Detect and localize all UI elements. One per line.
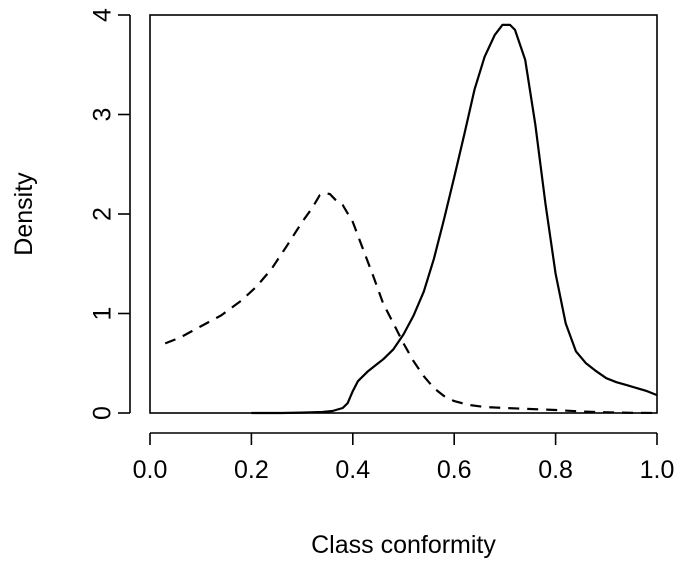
x-tick-label: 0.0 xyxy=(133,456,168,484)
x-tick-label: 1.0 xyxy=(640,456,675,484)
y-tick-label: 0 xyxy=(89,406,117,420)
y-tick-label: 3 xyxy=(89,108,117,122)
solid-density-line xyxy=(251,23,658,415)
series-layer xyxy=(164,23,658,415)
y-tick-label: 4 xyxy=(89,8,117,22)
plot-frame xyxy=(149,14,658,414)
y-tick-label: 2 xyxy=(89,207,117,221)
y-tick-label: 1 xyxy=(89,307,117,321)
x-axis-label: Class conformity xyxy=(311,531,496,559)
dashed-density-line xyxy=(164,192,658,415)
x-tick-label: 0.8 xyxy=(538,456,573,484)
y-axis: 0 1 2 3 4 xyxy=(89,8,131,420)
x-tick-label: 0.2 xyxy=(234,456,269,484)
x-tick-label: 0.4 xyxy=(335,456,370,484)
x-axis: 0.0 0.2 0.4 0.6 0.8 1.0 xyxy=(133,432,675,484)
y-axis-label: Density xyxy=(10,172,38,256)
x-tick-label: 0.6 xyxy=(437,456,472,484)
